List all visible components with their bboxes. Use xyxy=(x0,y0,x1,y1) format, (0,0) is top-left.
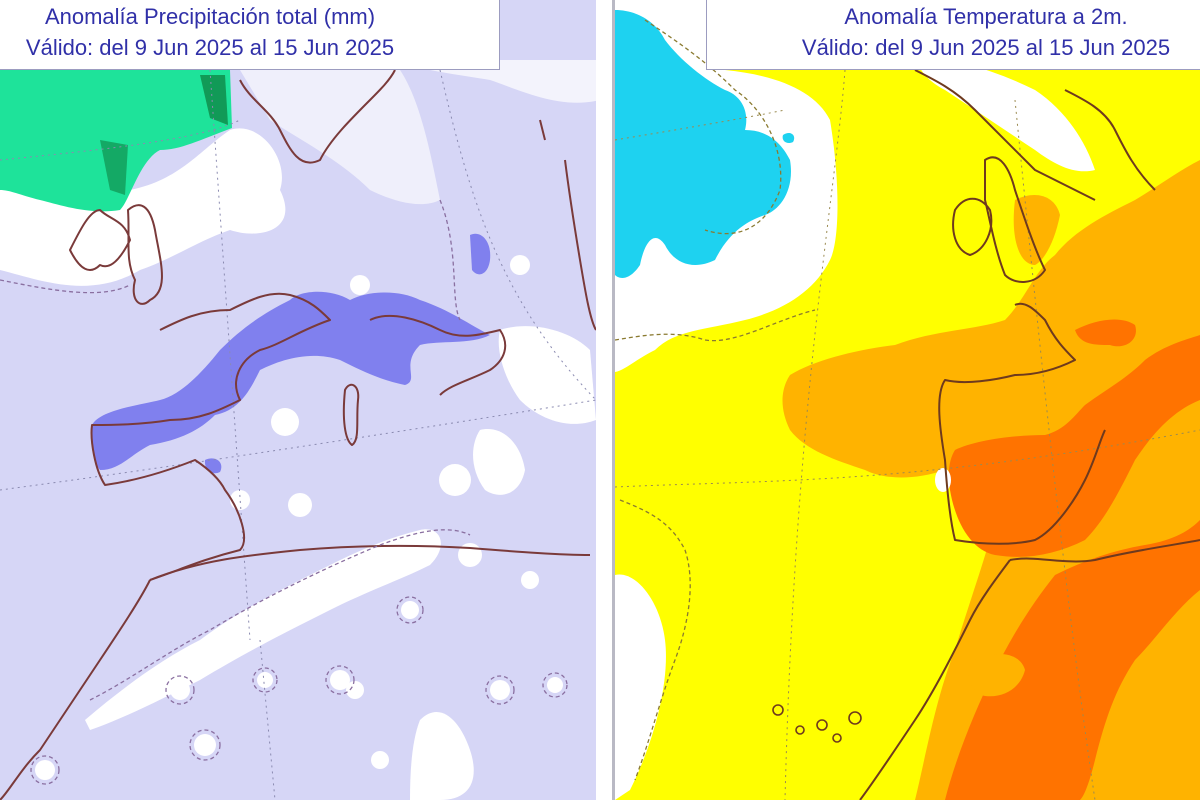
neutral-spot-portugal xyxy=(935,468,951,492)
neutral-cells xyxy=(35,255,563,780)
neutral-area-atlas xyxy=(85,529,441,730)
neutral-area-balkans xyxy=(498,326,596,424)
neutral-area-scandinavia xyxy=(390,60,596,103)
precipitation-valid-period: Válido: del 9 Jun 2025 al 15 Jun 2025 xyxy=(25,35,395,60)
wet-green-area xyxy=(0,70,232,212)
cool-area-atlantic xyxy=(615,10,791,278)
precipitation-map-canvas xyxy=(0,0,596,800)
very-wet-area-norway xyxy=(200,75,228,125)
morocco-coast xyxy=(0,579,151,800)
britain-coast xyxy=(984,156,1046,283)
scandinavia-coast xyxy=(239,69,396,164)
temperature-valid-period: Válido: del 9 Jun 2025 al 15 Jun 2025 xyxy=(801,35,1171,60)
adriatic-coast xyxy=(369,314,507,396)
temperature-title-box: Anomalía Temperatura a 2m. Válido: del 9… xyxy=(706,0,1200,70)
baltic-coast xyxy=(539,119,596,331)
baltic-coast xyxy=(1064,89,1156,191)
temperature-title: Anomalía Temperatura a 2m. xyxy=(844,4,1128,29)
temperature-map-canvas xyxy=(615,0,1200,800)
canary-islands xyxy=(772,704,862,743)
neutral-area-greece xyxy=(473,429,525,495)
very-wet-area-scotland xyxy=(100,140,128,195)
sardinia-corsica-coast xyxy=(342,383,360,446)
north-africa-coast xyxy=(1009,539,1200,563)
ireland-coast xyxy=(952,197,993,256)
coastlines xyxy=(859,69,1200,800)
very-warm-area-sahara xyxy=(945,520,1200,800)
neutral-area-scandinavia xyxy=(915,50,1095,172)
warm-island-in-sahara xyxy=(968,654,1025,697)
precipitation-title-box: Anomalía Precipitación total (mm) Válido… xyxy=(0,0,500,70)
temperature-anomaly-map: Anomalía Temperatura a 2m. Válido: del 9… xyxy=(615,0,1200,800)
scandinavia-coast xyxy=(914,69,1096,201)
morocco-coast xyxy=(859,559,1011,800)
france-iberia-coast xyxy=(90,292,331,581)
ireland-coast xyxy=(69,209,131,271)
britain-coast xyxy=(127,204,163,305)
neutral-area-southwest xyxy=(615,574,666,800)
graticule-lines xyxy=(615,69,1200,800)
neutral-area-north-sea xyxy=(240,70,440,205)
wetter-area-baltic xyxy=(470,233,491,275)
very-warm-area-iberia xyxy=(948,335,1200,557)
contour-lines xyxy=(0,199,568,785)
contour-lines xyxy=(615,19,816,781)
precipitation-title: Anomalía Precipitación total (mm) xyxy=(44,4,376,29)
france-iberia-coast xyxy=(938,302,1106,545)
cool-spot xyxy=(782,132,795,144)
neutral-area-sahara xyxy=(410,711,474,800)
panel-divider xyxy=(596,0,614,800)
graticule-lines xyxy=(0,69,596,800)
wetter-area-france-mediterranean xyxy=(91,291,491,470)
panel-divider-line xyxy=(612,0,615,800)
very-warm-area-france xyxy=(1075,319,1136,347)
warm-area-britain xyxy=(1013,195,1060,265)
precipitation-anomaly-map: Anomalía Precipitación total (mm) Válido… xyxy=(0,0,596,800)
